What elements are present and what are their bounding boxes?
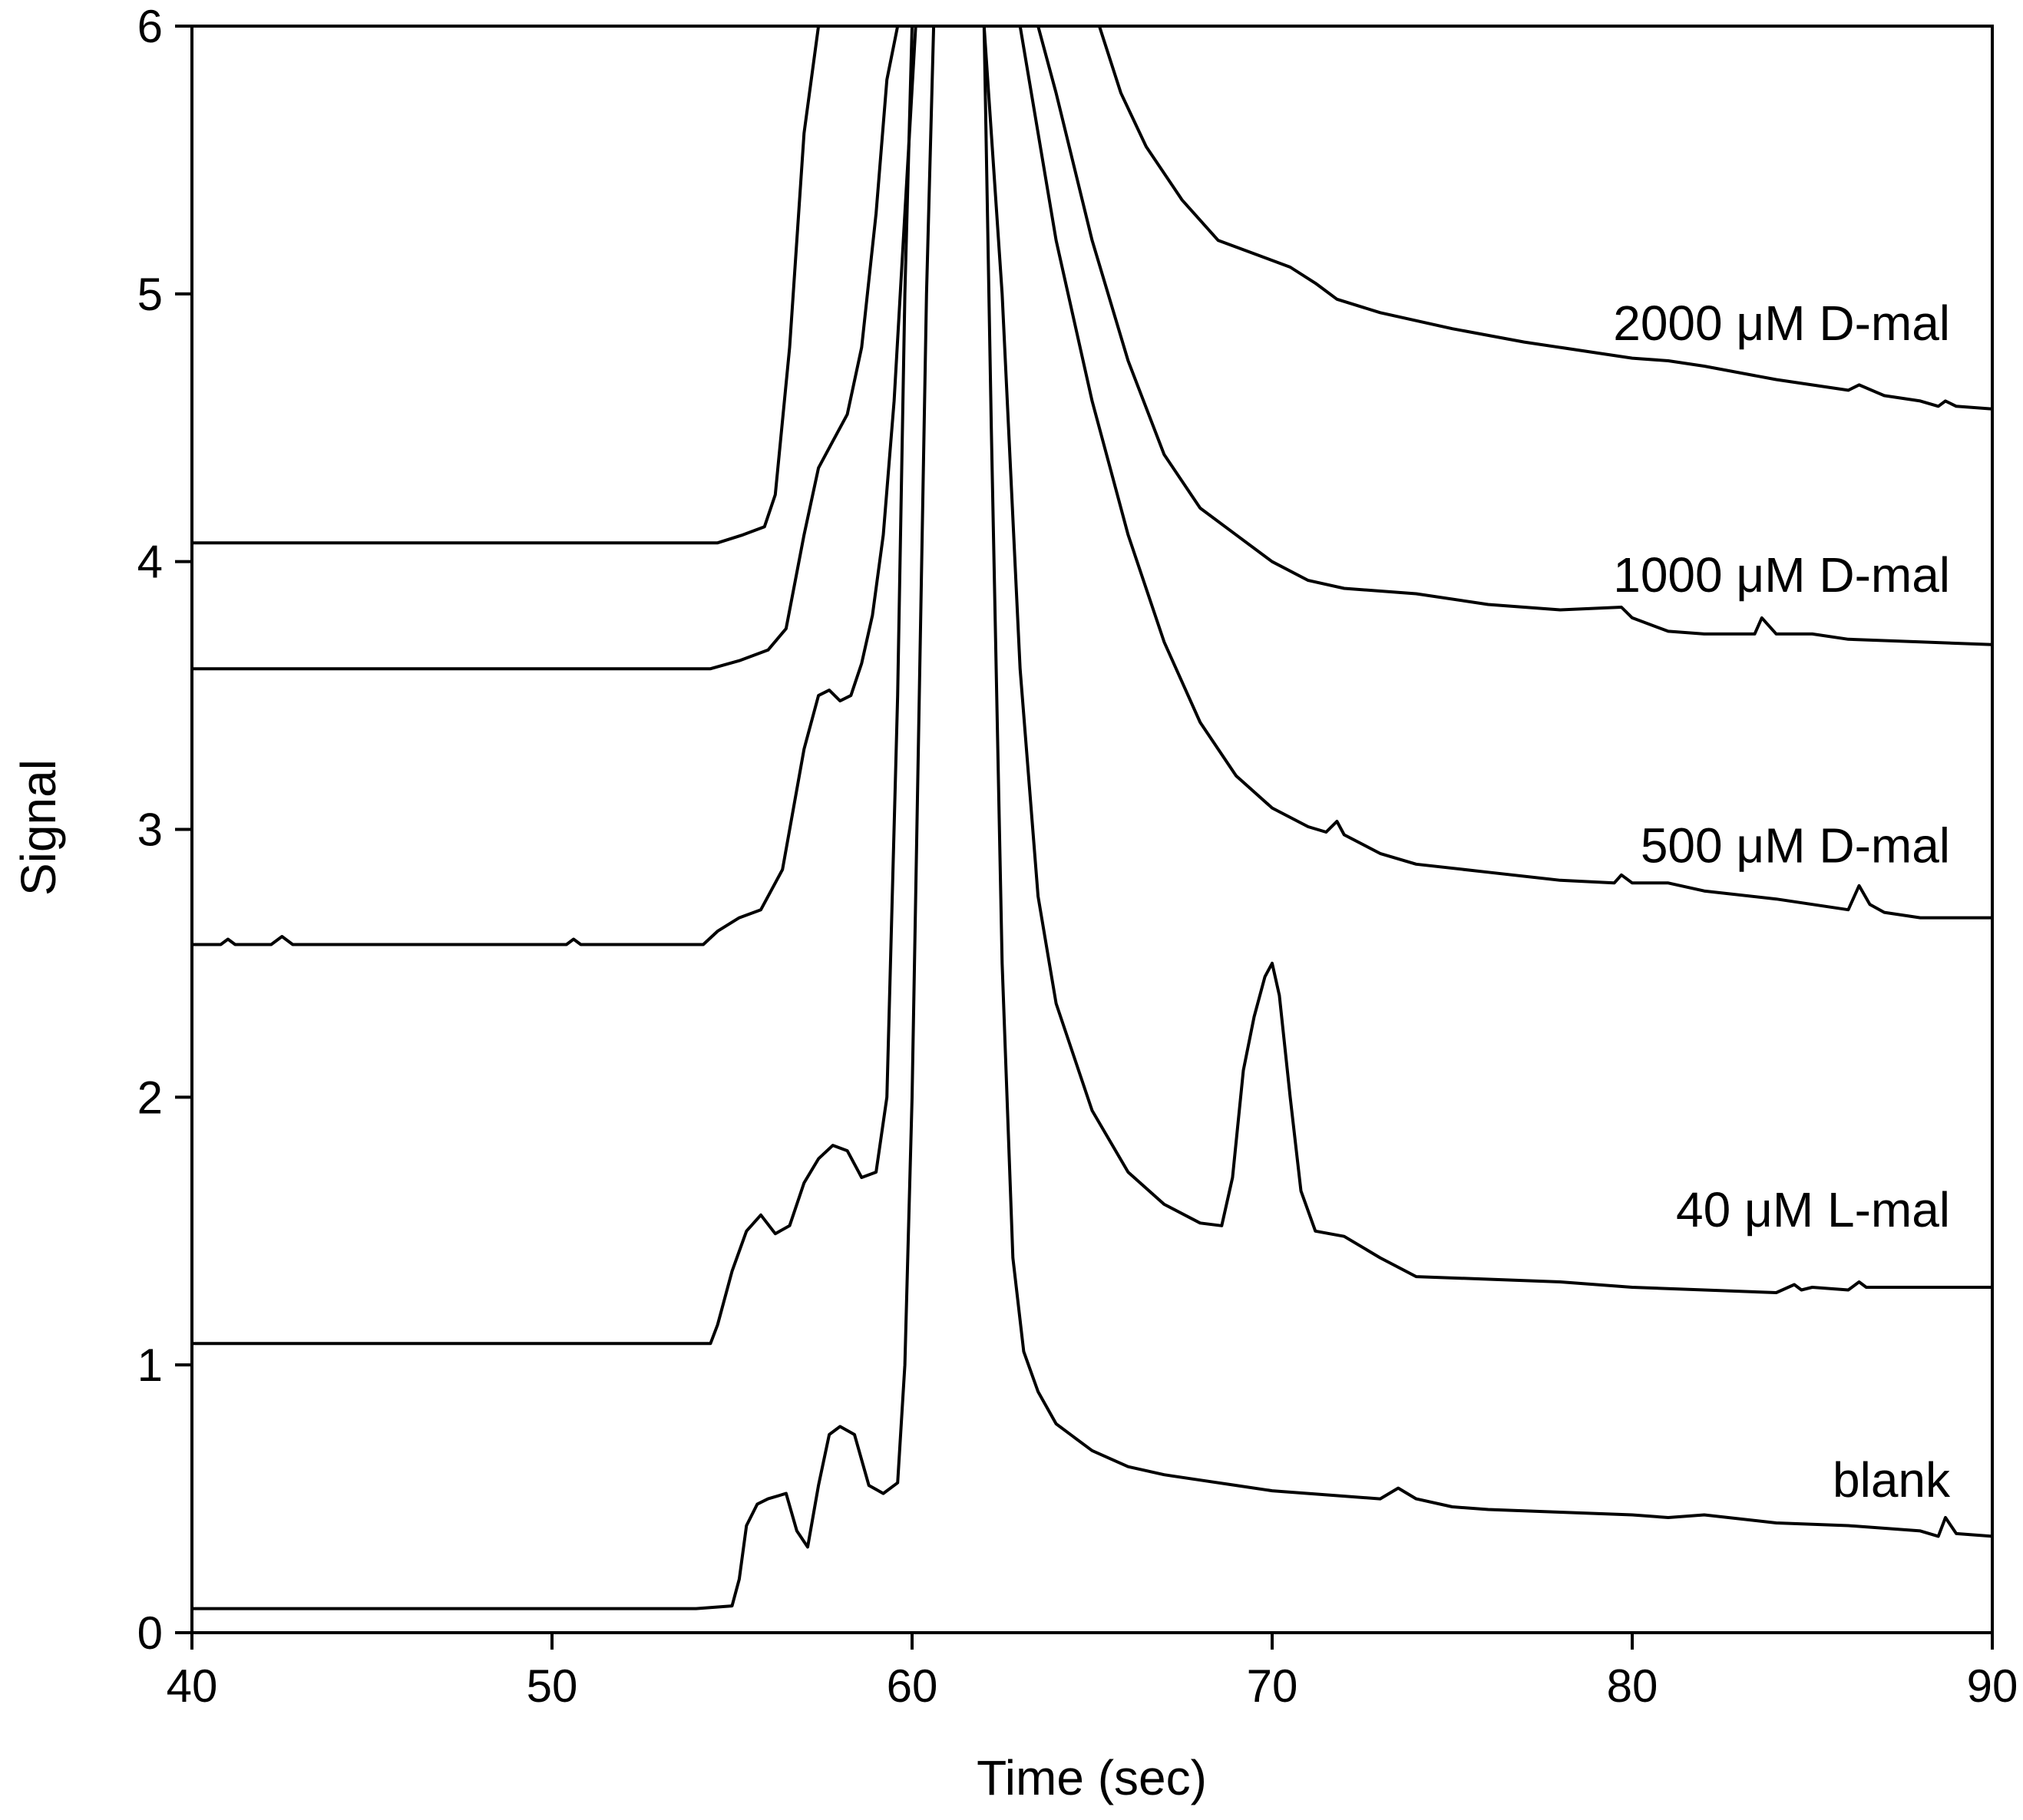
x-tick-label: 90 (1967, 1660, 2018, 1712)
x-axis-title: Time (sec) (977, 1750, 1207, 1805)
y-tick-label: 2 (137, 1072, 163, 1123)
trace-500-m-d-mal (192, 26, 1992, 946)
series-label-40-m-l-mal: 40 μM L-mal (1676, 1182, 1950, 1237)
x-tick-label: 70 (1247, 1660, 1298, 1712)
trace-1000-m-d-mal (192, 26, 1992, 671)
x-tick-label: 80 (1607, 1660, 1658, 1712)
x-tick-label: 60 (887, 1660, 938, 1712)
y-axis-title: Signal (11, 759, 66, 896)
x-tick-label: 40 (167, 1660, 218, 1712)
series-label-500-m-d-mal: 500 μM D-mal (1641, 818, 1950, 873)
y-tick-label: 5 (137, 269, 163, 320)
series-label-blank: blank (1833, 1452, 1951, 1508)
series-label-1000-m-d-mal: 1000 μM D-mal (1613, 547, 1950, 603)
y-tick-label: 4 (137, 537, 163, 588)
y-tick-label: 6 (137, 1, 163, 52)
trace-40-m-l-mal (192, 26, 1992, 1346)
y-tick-label: 3 (137, 804, 163, 856)
y-tick-label: 1 (137, 1339, 163, 1391)
series-label-2000-m-d-mal: 2000 μM D-mal (1613, 296, 1950, 351)
trace-blank (192, 26, 1992, 1610)
y-tick-label: 0 (137, 1607, 163, 1659)
trace-2000-m-d-mal (192, 26, 1992, 545)
x-tick-label: 50 (527, 1660, 578, 1712)
